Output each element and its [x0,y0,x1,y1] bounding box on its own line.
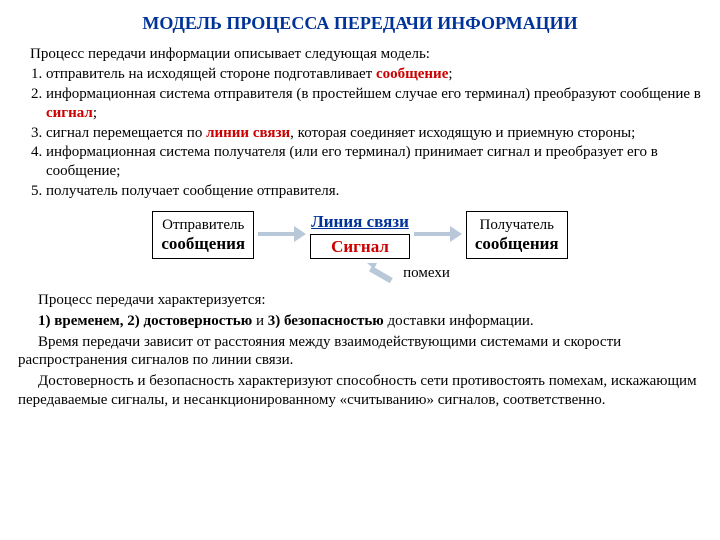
signal-box: Сигнал [310,234,410,259]
intro-text: Процесс передачи информации описывает сл… [18,45,702,64]
paragraph: Время передачи зависит от расстояния меж… [18,333,702,371]
text: , которая соединяет исходящую и приемную… [290,125,635,141]
paragraph: Процесс передачи характеризуется: [18,291,702,310]
channel-label: Линия связи [311,211,409,232]
text: отправитель на исходящей стороне подгота… [46,66,376,82]
text: сигнал перемещается по [46,125,206,141]
list-item: получатель получает сообщение отправител… [46,182,702,201]
arrow-right-icon [414,227,462,241]
text: информационная система отправителя (в пр… [46,86,701,102]
sender-label: Отправитель [161,216,245,234]
text: ; [93,105,97,121]
keyword-message: сообщение [376,66,448,82]
text: доставки информации. [384,313,534,329]
keyword-link: линии связи [206,125,290,141]
model-list: отправитель на исходящей стороне подгота… [18,65,702,200]
sender-message: сообщения [161,234,245,254]
bold-text: 3) безопасностью [268,313,384,329]
sender-box: Отправитель сообщения [152,211,254,259]
keyword-signal: сигнал [46,105,93,121]
list-item: сигнал перемещается по линии связи, кото… [46,124,702,143]
receiver-box: Получатель сообщения [466,211,568,259]
list-item: информационная система отправителя (в пр… [46,85,702,123]
receiver-message: сообщения [475,234,559,254]
text: и [252,313,268,329]
list-item: информационная система получателя (или е… [46,143,702,181]
noise-row: помехи [365,261,450,285]
diagram: Отправитель сообщения Линия связи Сигнал… [18,211,702,286]
bold-text: 1) временем, 2) достоверностью [38,313,252,329]
arrow-right-icon [258,227,306,241]
paragraph: 1) временем, 2) достоверностью и 3) безо… [18,312,702,331]
paragraph: Достоверность и безопасность характеризу… [18,372,702,410]
page-title: МОДЕЛЬ ПРОЦЕССА ПЕРЕДАЧИ ИНФОРМАЦИИ [18,12,702,35]
text: ; [448,66,452,82]
receiver-label: Получатель [475,216,559,234]
list-item: отправитель на исходящей стороне подгота… [46,65,702,84]
arrow-up-left-icon [365,261,399,285]
channel-column: Линия связи Сигнал помехи [310,211,410,286]
noise-label: помехи [403,264,450,283]
